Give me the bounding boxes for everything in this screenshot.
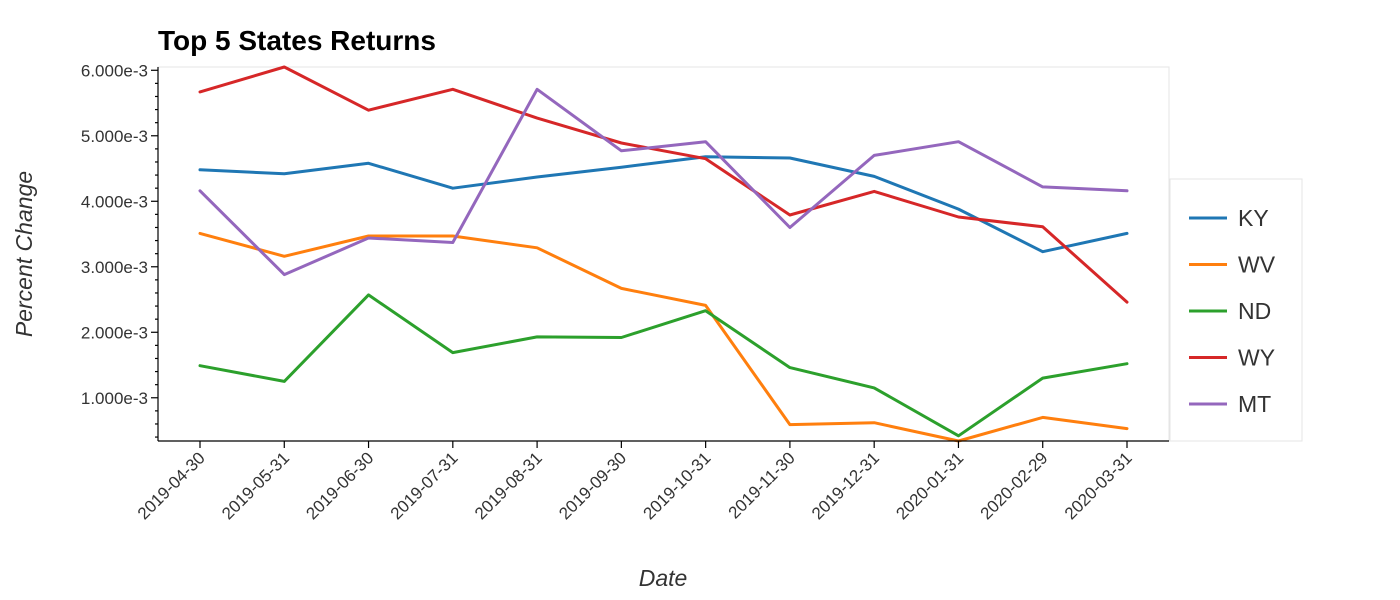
y-tick-label: 6.000e-3 — [81, 61, 148, 80]
x-tick-label: 2019-06-30 — [302, 448, 377, 523]
y-tick-label: 5.000e-3 — [81, 127, 148, 146]
x-tick-label: 2020-02-29 — [977, 448, 1052, 523]
series-line-wv — [198, 231, 1129, 443]
legend-label-mt: MT — [1238, 391, 1271, 417]
legend: KY WV ND WY MT — [1169, 178, 1303, 442]
legend-label-wv: WV — [1238, 252, 1276, 278]
legend-label-ky: KY — [1238, 205, 1269, 231]
x-tick-label: 2019-12-31 — [808, 448, 883, 523]
y-axis-ticks: 1.000e-3 2.000e-3 3.000e-3 4.000e-3 5.000e-3… — [81, 61, 158, 438]
x-tick-label: 2020-01-31 — [892, 448, 967, 523]
series-line-nd — [198, 293, 1129, 438]
legend-label-wy: WY — [1238, 345, 1275, 371]
plot-frame — [157, 66, 1170, 442]
series-line-ky — [198, 155, 1129, 254]
x-tick-label: 2019-08-31 — [471, 448, 546, 523]
series-line-mt — [198, 87, 1129, 277]
y-tick-label: 3.000e-3 — [81, 258, 148, 277]
series-layer — [198, 65, 1129, 443]
x-tick-label: 2020-03-31 — [1061, 448, 1136, 523]
x-tick-label: 2019-05-31 — [218, 448, 293, 523]
y-tick-label: 2.000e-3 — [81, 323, 148, 342]
chart-title: Top 5 States Returns — [158, 25, 436, 56]
x-tick-label: 2019-07-31 — [387, 448, 462, 523]
x-tick-label: 2019-10-31 — [640, 448, 715, 523]
x-axis-ticks: 2019-04-30 2019-05-31 2019-06-30 2019-07-31… — [134, 441, 1136, 523]
x-tick-label: 2019-04-30 — [134, 448, 209, 523]
y-axis-title: Percent Change — [11, 171, 37, 337]
y-tick-label: 1.000e-3 — [81, 389, 148, 408]
x-tick-label: 2019-09-30 — [555, 448, 630, 523]
legend-label-nd: ND — [1238, 298, 1271, 324]
y-tick-label: 4.000e-3 — [81, 192, 148, 211]
x-axis-title: Date — [639, 565, 688, 591]
series-line-wy — [198, 65, 1129, 304]
x-tick-label: 2019-11-30 — [725, 448, 799, 522]
